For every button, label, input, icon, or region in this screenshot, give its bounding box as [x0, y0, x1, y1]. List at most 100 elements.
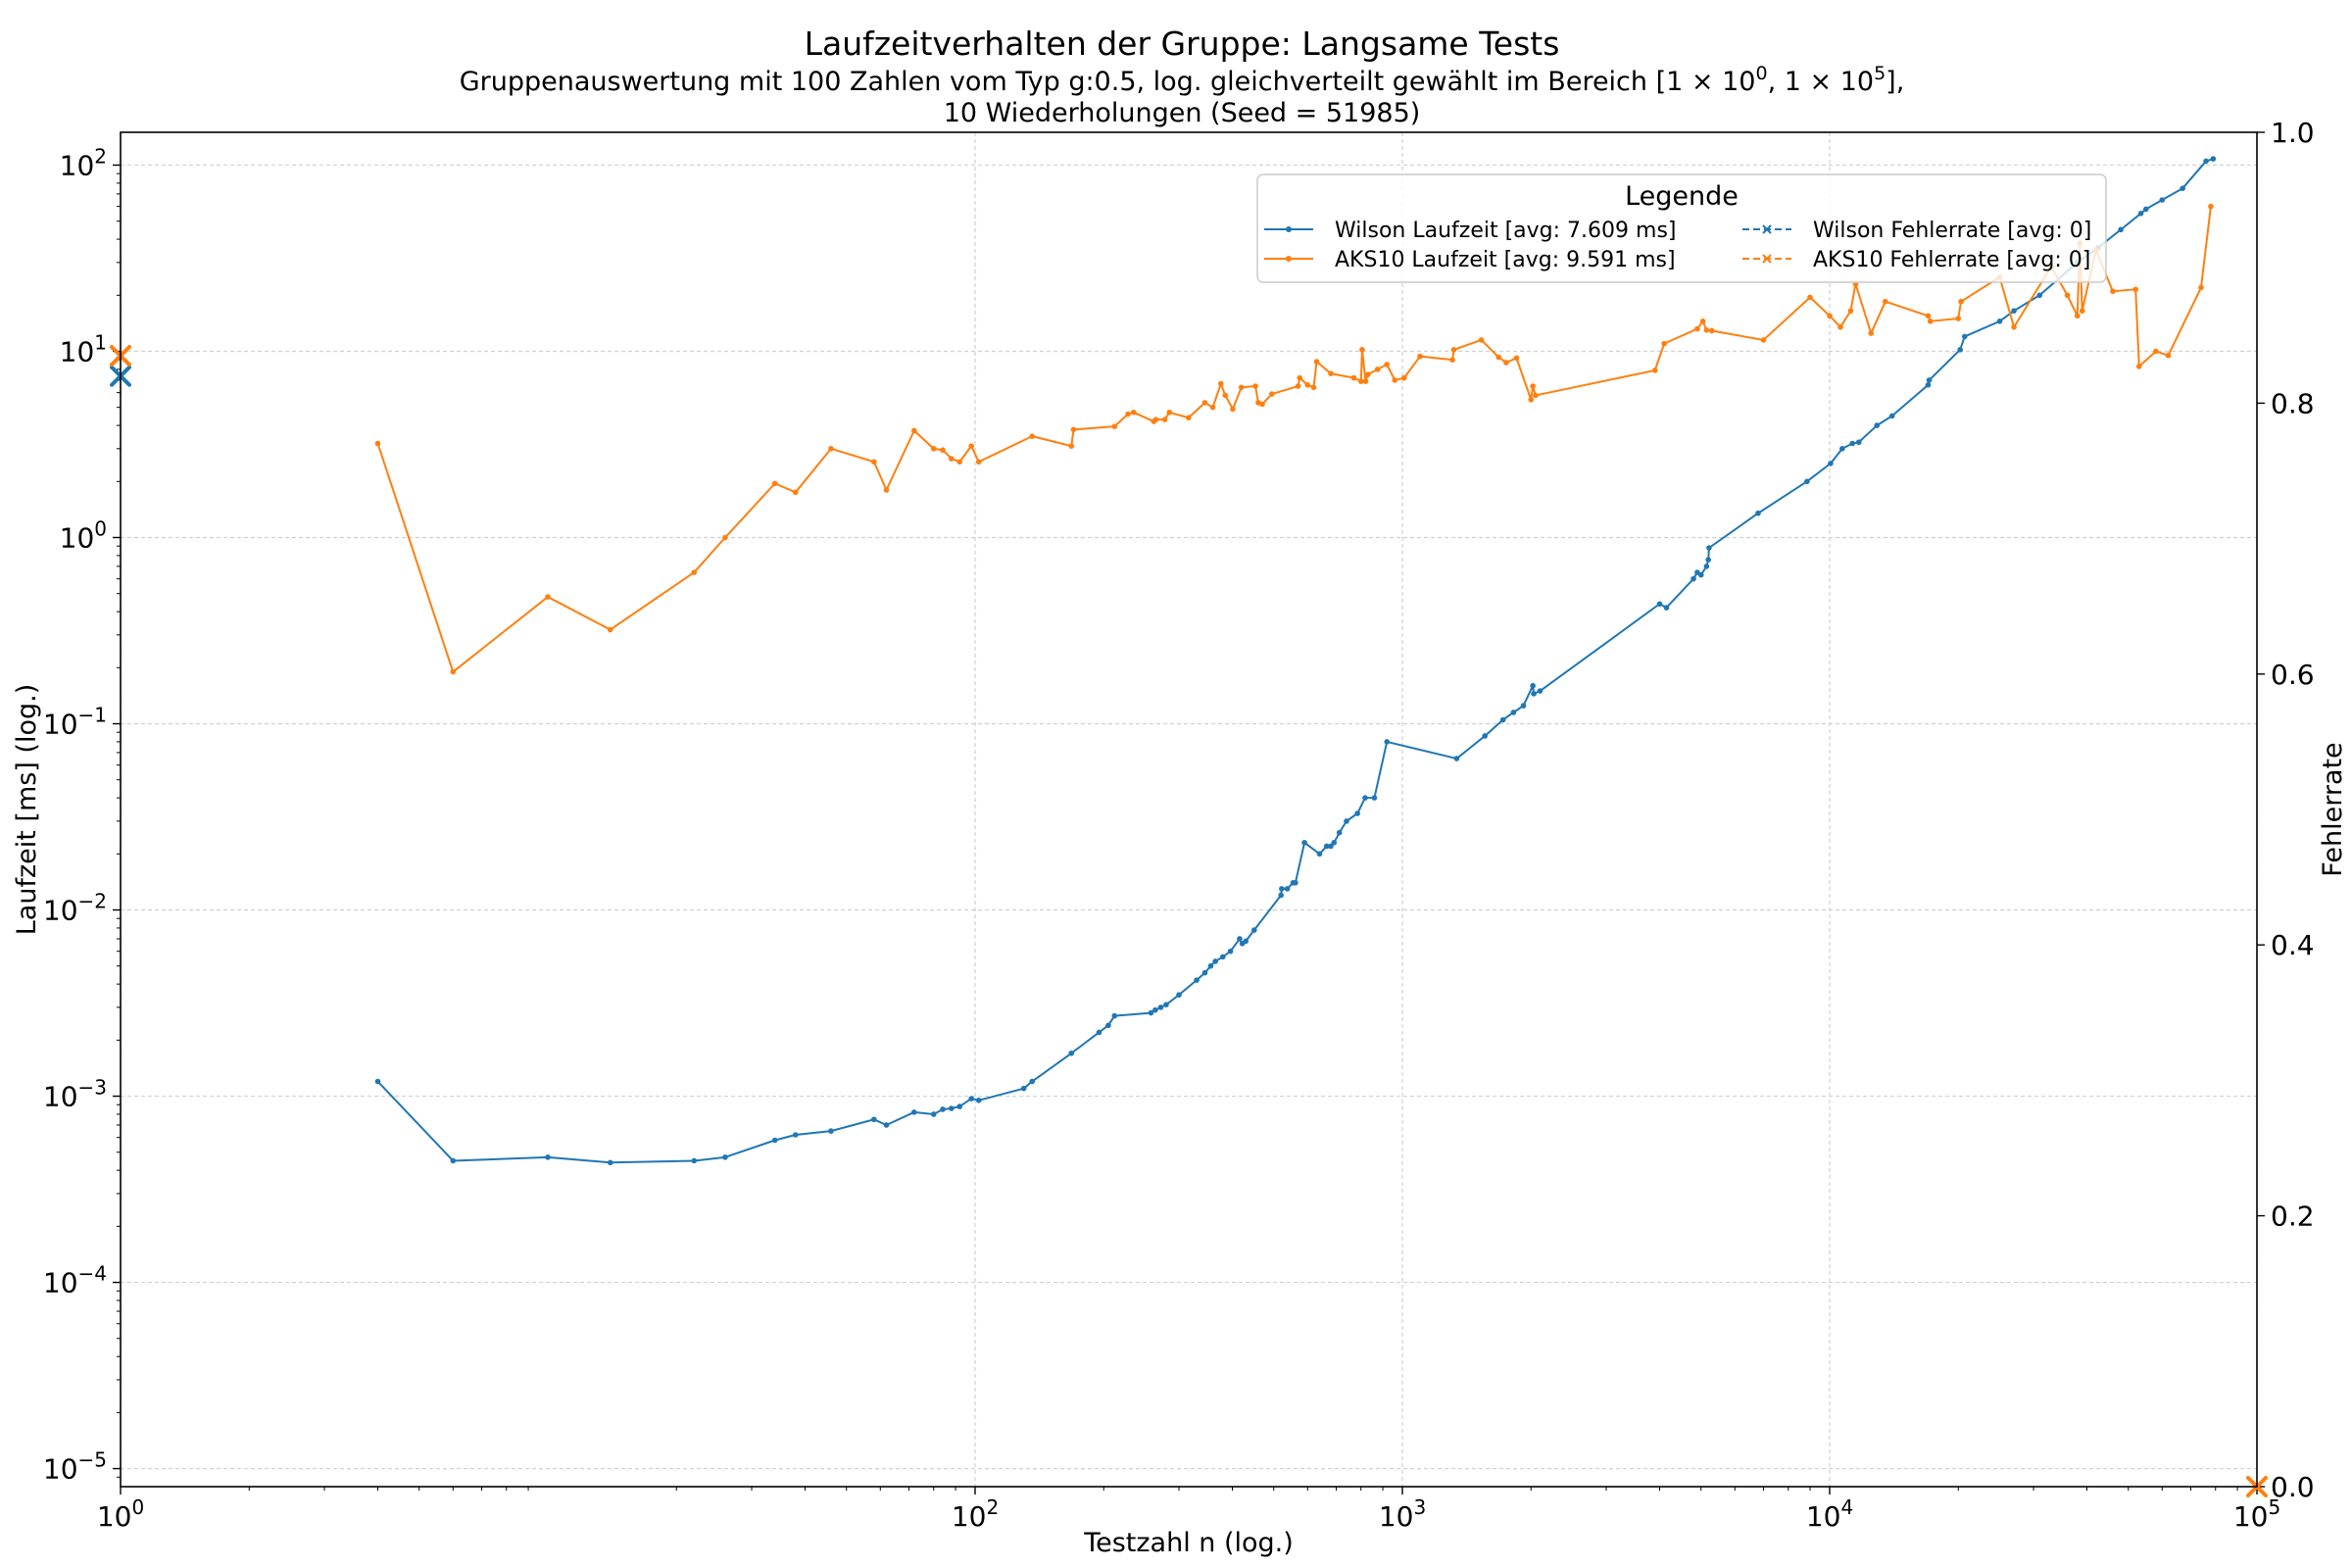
legend-marker-sample [1286, 226, 1292, 232]
data-point [2203, 158, 2209, 165]
data-point [1499, 716, 1506, 723]
data-point [545, 1154, 551, 1160]
chart-subtitle-line2: 10 Wiederholungen (Seed = 51985) [944, 98, 1421, 128]
data-point [2165, 352, 2172, 359]
data-point [1284, 886, 1291, 892]
data-point [1513, 355, 1520, 362]
y-tick-label: 10−4 [43, 1262, 107, 1299]
data-point [1528, 397, 1535, 403]
data-point [1301, 839, 1307, 846]
data-point [1925, 313, 1932, 319]
data-point [2079, 308, 2085, 314]
data-point [1176, 992, 1182, 998]
data-point [2137, 210, 2144, 217]
data-point [1925, 381, 1932, 388]
data-point [1531, 691, 1537, 697]
data-point [1927, 318, 1934, 324]
legend-box [1256, 173, 2107, 283]
y2-tick-label: 0.4 [2271, 929, 2315, 961]
data-point [1708, 327, 1715, 334]
data-point [1537, 688, 1544, 694]
data-point [1278, 892, 1284, 899]
data-point [1316, 851, 1323, 858]
data-point [1453, 756, 1460, 761]
data-point [1350, 374, 1357, 381]
data-point [1371, 795, 1378, 801]
data-point [1230, 406, 1236, 413]
data-point [1068, 1050, 1075, 1056]
data-point [1227, 948, 1234, 955]
data-point [1482, 733, 1489, 739]
data-point [1243, 938, 1249, 945]
data-point [1661, 340, 1667, 347]
data-point [2011, 323, 2017, 330]
data-point [1703, 327, 1710, 333]
data-point [1996, 318, 2003, 324]
data-point [1533, 392, 1539, 399]
legend-label: AKS10 Fehlerrate [avg: 0] [1813, 248, 2090, 272]
data-point [1847, 308, 1854, 314]
data-point [1222, 392, 1229, 399]
data-point [1807, 294, 1813, 301]
data-point [1152, 1006, 1158, 1013]
data-point [545, 594, 551, 600]
data-point [1804, 478, 1810, 485]
legend-label: Wilson Laufzeit [avg: 7.609 ms] [1335, 219, 1677, 243]
data-point [1926, 377, 1933, 383]
data-point [975, 459, 982, 466]
data-point [940, 1106, 946, 1112]
legend-label: Wilson Fehlerrate [avg: 0] [1813, 219, 2091, 243]
data-point [1874, 422, 1881, 428]
plot-frame [120, 131, 2258, 1488]
data-point [883, 487, 890, 493]
data-point [1374, 367, 1381, 372]
data-point [1217, 380, 1224, 387]
y-axis-ticks: 102 101 100 10−1 10−2 10−3 10−4 10−5 [43, 144, 121, 1486]
data-point [2036, 292, 2043, 299]
data-point [2153, 348, 2159, 355]
data-point [1105, 1022, 1111, 1029]
data-point [975, 1097, 982, 1103]
data-point [1755, 510, 1761, 516]
data-point [792, 489, 799, 496]
data-point [1357, 378, 1364, 384]
legend-marker-sample [1762, 224, 1772, 234]
y2-tick-label: 0.2 [2271, 1200, 2315, 1233]
data-point [1304, 381, 1311, 388]
data-point [1656, 601, 1663, 608]
data-point [968, 443, 974, 449]
data-point [2074, 313, 2081, 319]
data-point [1760, 337, 1767, 343]
y-tick-label: 102 [60, 144, 107, 181]
data-point [1663, 605, 1670, 611]
data-point [374, 440, 381, 447]
data-point [1111, 423, 1118, 429]
data-point [1855, 439, 1862, 446]
data-point [1417, 353, 1423, 360]
y-tick-label: 101 [60, 330, 107, 368]
data-point [2198, 284, 2204, 291]
data-point [1238, 384, 1245, 391]
data-point [1449, 357, 1455, 363]
subtitle-sup1: 0 [1755, 63, 1767, 84]
data-point [607, 626, 613, 633]
data-point [1359, 347, 1365, 353]
data-point [1096, 1029, 1102, 1036]
data-point [1313, 359, 1320, 365]
data-point [1161, 416, 1168, 422]
x-tick-label: 103 [1379, 1495, 1426, 1533]
legend-entries: Wilson Laufzeit [avg: 7.609 ms] AKS10 Lau… [1264, 219, 2091, 272]
data-point [930, 446, 937, 452]
subtitle-mid: , 1 × 10 [1768, 67, 1875, 97]
chart-title: Laufzeitverhalten der Gruppe: Langsame T… [805, 24, 1560, 63]
data-point [883, 1122, 890, 1128]
data-point [450, 668, 457, 675]
data-point [1201, 969, 1208, 976]
data-point [2210, 156, 2217, 162]
data-point [948, 456, 955, 462]
data-point [1310, 384, 1317, 391]
subtitle-end: ], [1886, 67, 1904, 97]
data-point [956, 459, 963, 466]
x-axis-label: Testzahl n (log.) [1083, 1528, 1294, 1558]
data-point [1392, 377, 1398, 383]
